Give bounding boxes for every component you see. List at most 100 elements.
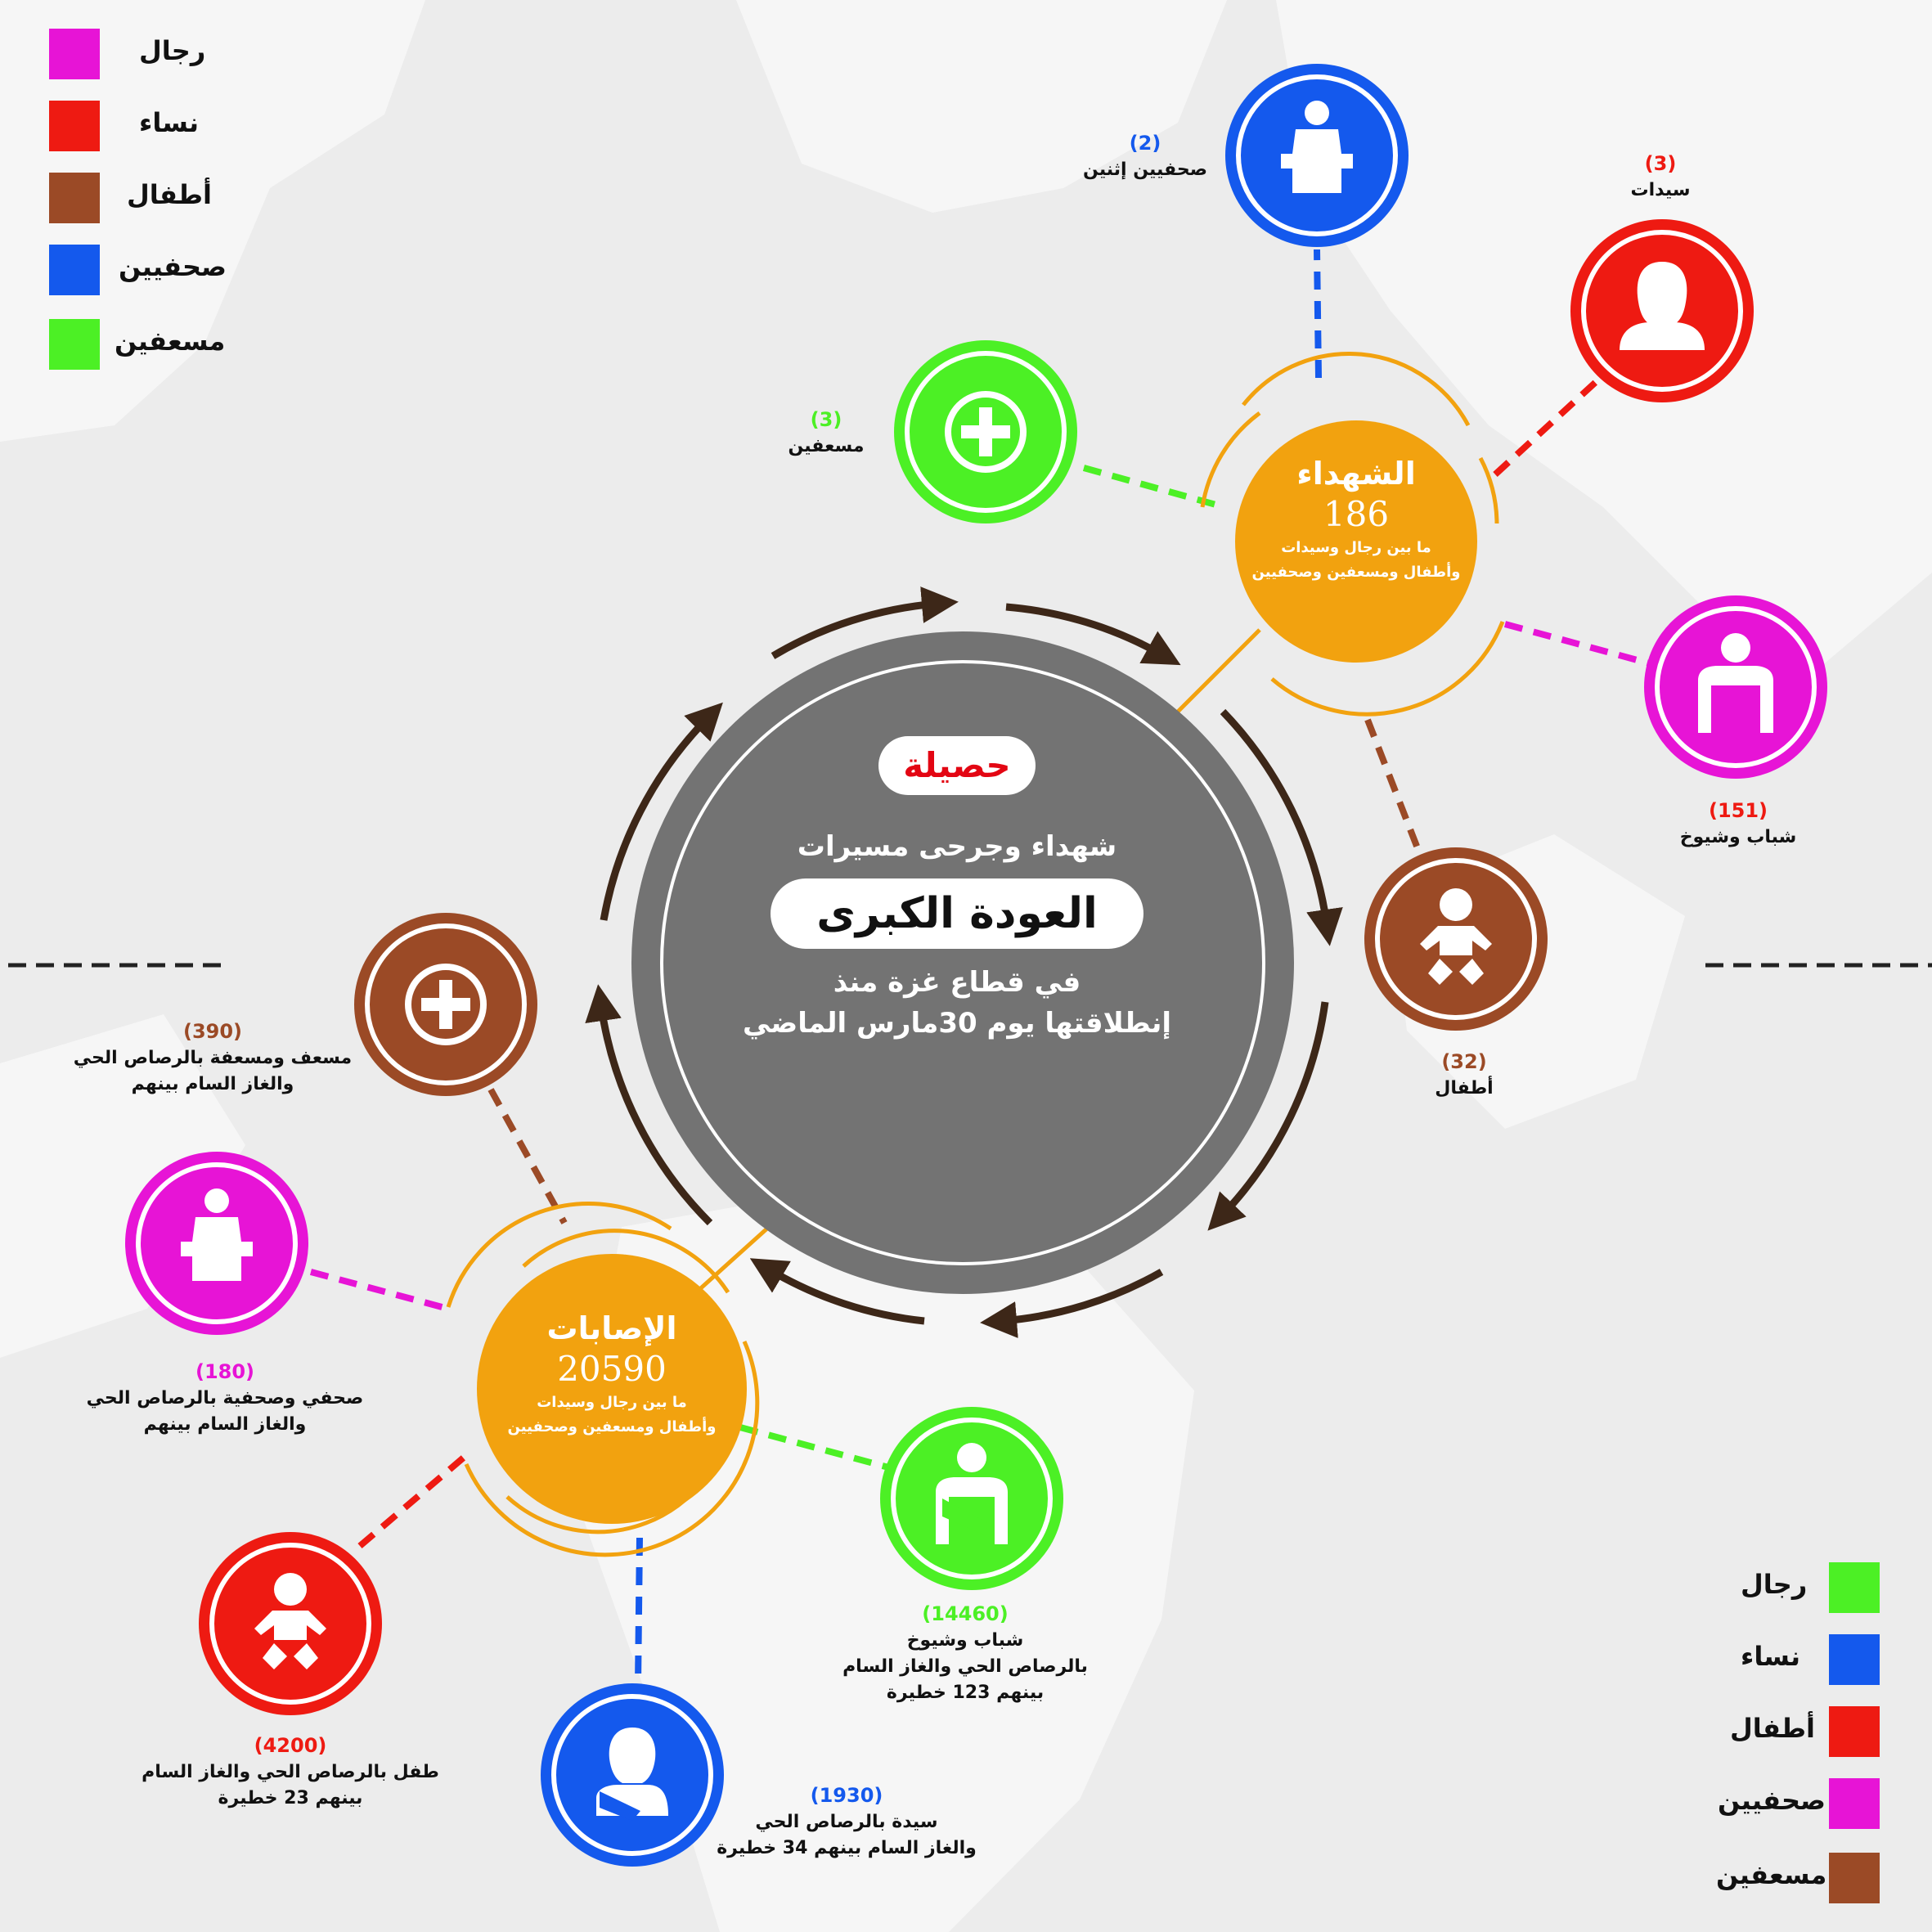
legend-item: رجال [1660,1562,1906,1613]
martyrs-men-node [1644,595,1827,779]
line-1: سيدة بالرصاص الحي [755,1812,938,1832]
baby-icon [1420,888,1492,985]
legend-label: صحفيين [119,251,227,282]
count: (2) [1129,132,1161,155]
count: (14460) [922,1602,1009,1625]
line-2: بالرصاص الحي والغاز السام [842,1656,1088,1677]
label: سيدات [1630,180,1691,200]
medical-cross-icon [945,391,1027,473]
count: (32) [1441,1050,1487,1073]
martyrs-women-node [1570,219,1754,402]
baby-icon [254,1573,326,1669]
injuries-men-node [880,1407,1063,1590]
speaker-podium-icon [181,1188,253,1281]
center-line-1: شهداء وجرحى مسيرات [797,830,1117,863]
orbit-arrows [585,586,1343,1338]
legend-swatch [49,245,100,295]
injuries-women-node [541,1683,724,1867]
center-circle [631,631,1294,1294]
count: (1930) [810,1784,883,1807]
legend-item: رجال [49,29,294,79]
injuries-men-caption: (14460) شباب وشيوخ بالرصاص الحي والغاز ا… [826,1600,1104,1706]
legend-label: مسعفين [115,326,226,357]
martyrs-hub-text: الشهداء 186 ما بين رجال وسيدات وأطفال وم… [1227,454,1485,585]
medical-cross-icon [405,964,487,1045]
martyrs-connectors [1082,249,1654,865]
martyrs-total: 186 [1323,494,1390,534]
legend-swatch [1829,1634,1880,1685]
woman-icon [1620,262,1705,350]
count: (151) [1708,799,1768,822]
orbit-arrow [1005,603,1181,666]
label: أطفال [1435,1078,1494,1099]
injuries-hub-text: الإصابات 20590 ما بين رجال وسيدات وأطفال… [477,1309,747,1440]
orbit-arrow [585,984,713,1226]
orbit-arrow [749,1258,925,1325]
injuries-hub [446,1202,760,1557]
line-3: بينهم 123 خطيرة [886,1683,1045,1703]
legend-item: مسعفين [49,319,294,370]
label: صحفيين إثنين [1083,160,1207,180]
martyrs-men-caption: (151) شباب وشيوخ [1660,797,1816,851]
injuries-total: 20590 [557,1349,667,1389]
line-1: صحفي وصحفية بالرصاص الحي [86,1388,364,1409]
injuries-sub-1: ما بين رجال وسيدات [537,1394,687,1411]
legend-swatch [1829,1562,1880,1613]
legend-label: مسعفين [1716,1859,1827,1890]
legend-label: صحفيين [1718,1785,1826,1816]
legend-item: نساء [1660,1634,1906,1685]
legend-label: أطفال [127,179,212,210]
legend-swatch [49,173,100,223]
count: (3) [810,408,842,431]
legend-label: نساء [139,107,199,138]
martyrs-women-caption: (3) سيدات [1603,150,1718,204]
injured-man-icon [936,1443,1008,1544]
orbit-arrow [600,702,723,921]
legend-label: أطفال [1730,1713,1815,1744]
martyrs-medics-caption: (3) مسعفين [769,406,883,460]
speaker-podium-icon [1281,101,1353,193]
title-pill: حصيلة [878,736,1036,795]
label: مسعفين [788,436,865,456]
injuries-sub-2: وأطفال ومسعفين وصحفيين [507,1418,717,1436]
martyrs-journalists-node [1225,64,1409,247]
legend-item: مسعفين [1660,1853,1906,1903]
martyrs-title: الشهداء [1296,456,1416,492]
center-line-3: في قطاع غزة منذ [833,966,1081,999]
injuries-children-caption: (4200) طفل بالرصاص الحي والغاز السام بين… [123,1732,458,1812]
orbit-arrow [980,1269,1164,1338]
legend-item: نساء [49,101,294,151]
martyrs-children-caption: (32) أطفال [1407,1048,1521,1102]
injuries-medics-caption: (390) مسعف ومسعفة بالرصاص الحي والغاز ال… [57,1018,368,1098]
injured-woman-icon [596,1728,668,1821]
count: (180) [195,1360,255,1383]
orbit-arrow [1220,708,1343,946]
legend-swatch [49,29,100,79]
legend-label: نساء [1741,1641,1800,1672]
label: شباب وشيوخ [1679,827,1797,847]
orbit-arrow [771,586,959,659]
legend-swatch [1829,1853,1880,1903]
legend-item: أطفال [49,173,294,223]
line-1: طفل بالرصاص الحي والغاز السام [142,1762,439,1782]
legend-label: رجال [1741,1569,1808,1600]
legend-swatch [49,319,100,370]
legend-label: رجال [139,35,206,66]
injuries-children-node [199,1532,382,1715]
line-2: بينهم 23 خطيرة [218,1788,363,1808]
injuries-journalists-node [125,1152,308,1335]
line-1: شباب وشيوخ [906,1630,1024,1651]
main-title-pill: العودة الكبرى [771,878,1143,949]
injuries-journalists-caption: (180) صحفي وصحفية بالرصاص الحي والغاز ال… [74,1358,376,1438]
count: (390) [182,1020,243,1043]
martyrs-journalists-caption: (2) صحفيين إثنين [1063,129,1227,183]
man-icon [1698,633,1773,733]
injuries-medics-node [354,913,537,1096]
martyrs-medics-node [894,340,1077,523]
injuries-women-caption: (1930) سيدة بالرصاص الحي والغاز السام بي… [695,1781,998,1862]
legend-swatch [49,101,100,151]
line-1: مسعف ومسعفة بالرصاص الحي [73,1048,353,1068]
legend-item: أطفال [1660,1706,1906,1757]
